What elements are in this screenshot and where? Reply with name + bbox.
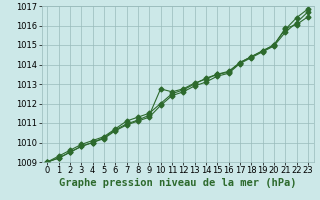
X-axis label: Graphe pression niveau de la mer (hPa): Graphe pression niveau de la mer (hPa) [59,178,296,188]
